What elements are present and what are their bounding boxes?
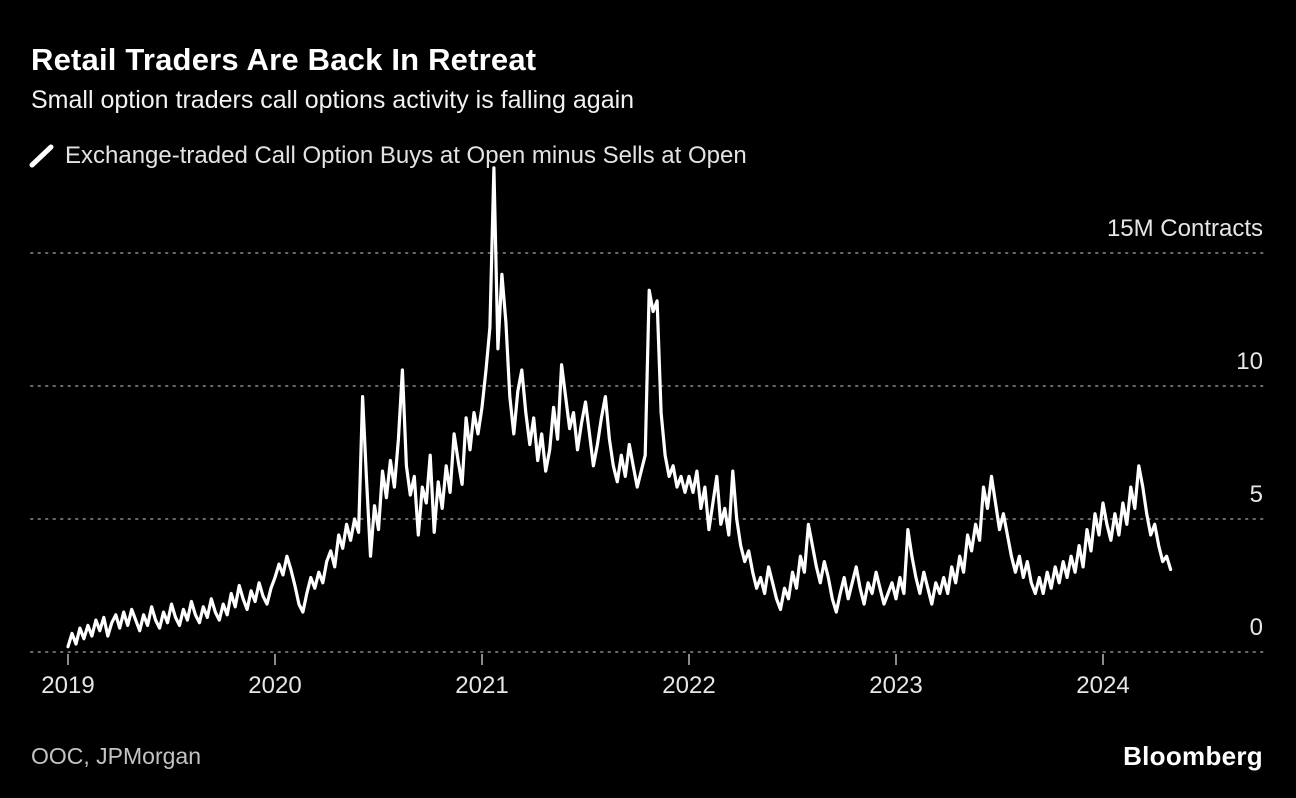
y-axis-label: 0	[1249, 614, 1263, 641]
page-subtitle: Small option traders call options activi…	[31, 86, 635, 114]
legend: Exchange-traded Call Option Buys at Open…	[29, 142, 747, 170]
source-label: OOC, JPMorgan	[31, 743, 201, 769]
x-axis-label: 2023	[869, 672, 923, 699]
bloomberg-logo: Bloomberg	[1123, 741, 1263, 771]
x-axis-label: 2019	[41, 672, 95, 699]
x-axis-label: 2020	[248, 672, 302, 699]
x-axis-label: 2022	[662, 672, 716, 699]
y-axis-label: 10	[1236, 348, 1263, 375]
page-title: Retail Traders Are Back In Retreat	[31, 42, 537, 77]
y-axis-label: 15M Contracts	[1106, 215, 1263, 242]
y-axis-label: 5	[1249, 481, 1263, 508]
x-axis-label: 2021	[455, 672, 509, 699]
x-axis-label: 2024	[1076, 672, 1130, 699]
legend-label: Exchange-traded Call Option Buys at Open…	[65, 142, 747, 169]
chart-line	[66, 166, 1173, 649]
line-series-icon	[29, 143, 55, 169]
